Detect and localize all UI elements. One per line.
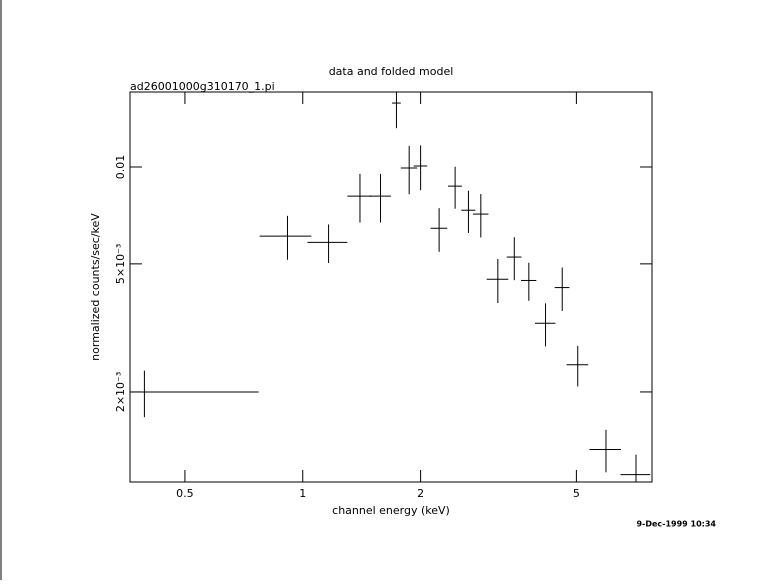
x-tick-label: 5 — [573, 487, 580, 500]
y-tick-label: 0.01 — [114, 155, 127, 180]
x-axis-label: channel energy (keV) — [332, 504, 450, 517]
chart-title: data and folded model — [329, 65, 454, 78]
timestamp: 9-Dec-1999 10:34 — [636, 520, 716, 529]
chart-subtitle: ad26001000g310170_1.pi — [130, 80, 275, 93]
y-tick-label: 2×10⁻³ — [114, 372, 127, 412]
x-tick-label: 1 — [299, 487, 306, 500]
x-tick-label: 2 — [417, 487, 424, 500]
y-axis-label: normalized counts/sec/keV — [89, 213, 102, 361]
data-layer — [130, 92, 651, 482]
y-tick-label: 5×10⁻³ — [114, 244, 127, 284]
plot-frame — [129, 91, 653, 483]
x-tick-label: 0.5 — [176, 487, 194, 500]
